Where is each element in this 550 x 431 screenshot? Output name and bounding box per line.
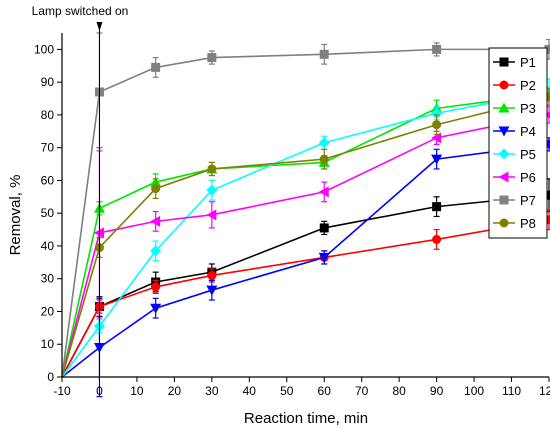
x-tick-label: 50 — [280, 384, 294, 398]
series-P5 — [61, 78, 550, 378]
x-tick-label: 90 — [430, 384, 444, 398]
x-tick-label: 110 — [502, 384, 521, 398]
data-point — [206, 184, 218, 196]
x-tick-label: 10 — [130, 384, 144, 398]
data-point — [207, 270, 217, 280]
data-point — [319, 154, 329, 164]
legend-label-P2: P2 — [520, 78, 536, 93]
legend-box — [488, 47, 548, 239]
data-point — [319, 49, 329, 59]
data-point — [318, 186, 329, 198]
axes: -100102030405060708090100110120010203040… — [34, 22, 550, 398]
y-tick-label: 10 — [41, 337, 55, 351]
y-tick-label: 0 — [47, 370, 54, 384]
y-tick-label: 50 — [41, 206, 55, 220]
x-tick-label: 20 — [168, 384, 182, 398]
data-point — [207, 53, 217, 63]
data-point — [150, 303, 162, 314]
legend-marker — [499, 57, 509, 67]
lamp-arrow-icon — [96, 22, 103, 31]
data-point — [432, 202, 442, 212]
y-tick-label: 70 — [41, 141, 55, 155]
y-axis-title: Removal, % — [7, 175, 24, 256]
data-point — [432, 234, 442, 244]
x-tick-label: 60 — [318, 384, 332, 398]
legend-label-P5: P5 — [520, 147, 536, 162]
x-tick-label: 70 — [355, 384, 369, 398]
legend-label-P7: P7 — [520, 193, 536, 208]
y-tick-label: 30 — [41, 272, 55, 286]
x-tick-label: -10 — [53, 384, 71, 398]
legend-marker — [499, 195, 509, 205]
data-point — [206, 285, 218, 296]
series-P4 — [61, 137, 550, 398]
data-point — [150, 215, 161, 227]
legend-marker — [498, 171, 509, 183]
x-tick-label: 30 — [205, 384, 219, 398]
data-point — [206, 209, 217, 221]
legend-label-P1: P1 — [520, 55, 536, 70]
legend-marker — [499, 80, 509, 90]
plot-area — [61, 32, 550, 398]
data-point — [431, 154, 443, 165]
y-tick-label: 80 — [41, 108, 55, 122]
y-tick-label: 90 — [41, 75, 55, 89]
series-P7 — [61, 32, 550, 378]
data-point — [319, 223, 329, 233]
series-line-P2 — [61, 218, 550, 378]
x-tick-label: 40 — [243, 384, 257, 398]
data-point — [151, 184, 161, 194]
lamp-annotation: Lamp switched on — [32, 4, 129, 18]
series-line-P1 — [61, 194, 550, 378]
x-tick-label: 100 — [464, 384, 484, 398]
data-point — [318, 252, 330, 263]
y-tick-label: 20 — [41, 304, 55, 318]
legend-marker — [498, 102, 510, 113]
y-tick-label: 100 — [34, 42, 54, 56]
legend: P1 P2 P3 P4 P5 P6 P7 P8 — [488, 47, 548, 239]
legend-marker — [498, 126, 510, 137]
legend-label-P6: P6 — [520, 170, 536, 185]
x-tick-label: 0 — [96, 384, 103, 398]
x-tick-label: 80 — [392, 384, 406, 398]
series-P6 — [61, 106, 550, 378]
y-tick-label: 40 — [41, 239, 55, 253]
legend-label-P4: P4 — [520, 124, 536, 139]
data-point — [151, 282, 161, 292]
legend-label-P8: P8 — [520, 216, 536, 231]
legend-marker — [498, 148, 510, 160]
x-axis-title: Reaction time, min — [244, 410, 368, 427]
data-point — [150, 245, 162, 257]
x-tick-label: 120 — [539, 384, 550, 398]
data-point — [318, 137, 330, 149]
data-point — [432, 120, 442, 130]
data-point — [151, 62, 161, 72]
data-point — [432, 44, 442, 54]
series-line-P7 — [61, 48, 549, 378]
legend-marker — [499, 218, 509, 228]
y-tick-label: 60 — [41, 173, 55, 187]
legend-label-P3: P3 — [520, 101, 536, 116]
data-point — [207, 164, 217, 174]
data-point — [431, 107, 443, 119]
series-line-P8 — [61, 96, 550, 378]
